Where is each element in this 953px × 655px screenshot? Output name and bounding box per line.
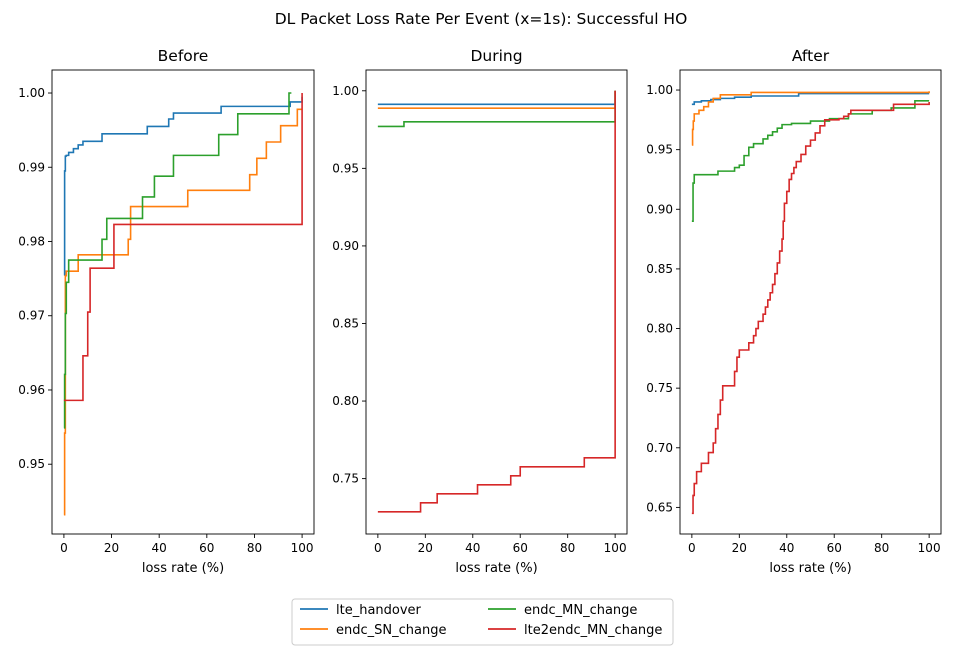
x-tick-label: 20 xyxy=(732,541,747,555)
x-tick-label: 40 xyxy=(465,541,480,555)
x-tick-label: 20 xyxy=(104,541,119,555)
series-line-lte2endc_MN_change xyxy=(63,93,303,402)
series-line-endc_MN_change xyxy=(691,99,930,223)
y-tick-label: 0.75 xyxy=(332,472,359,486)
subplot-title: During xyxy=(470,47,522,65)
series-line-lte_handover xyxy=(63,96,303,276)
y-tick-label: 1.00 xyxy=(332,84,359,98)
y-tick-label: 0.95 xyxy=(18,457,45,471)
y-tick-label: 0.97 xyxy=(18,309,45,323)
y-tick-label: 0.95 xyxy=(646,143,673,157)
subplot-after: After 0 20 40 60 80 100 0.65 0.70 0.75 0.80 0.85 0.9… xyxy=(646,47,942,576)
y-tick-label: 0.90 xyxy=(646,202,673,216)
y-tick-label: 0.80 xyxy=(646,322,673,336)
y-tick-label: 0.75 xyxy=(646,381,673,395)
subplots: Before 0 20 40 60 80 100 0.95 0.96 0.97 0.98 0.99 1.… xyxy=(18,47,942,576)
axes-frame xyxy=(51,69,315,535)
x-tick-label: 60 xyxy=(827,541,842,555)
y-tick-label: 0.99 xyxy=(18,160,45,174)
series-line-lte_handover xyxy=(377,90,616,106)
x-tick-label: 60 xyxy=(199,541,214,555)
series-line-endc_MN_change xyxy=(63,92,292,429)
y-tick-label: 0.65 xyxy=(646,500,673,514)
x-tick-label: 40 xyxy=(779,541,794,555)
series-line-endc_SN_change xyxy=(63,108,303,516)
subplot-before: Before 0 20 40 60 80 100 0.95 0.96 0.97 0.98 0.99 1.… xyxy=(18,47,315,576)
subplot-during: During 0 20 40 60 80 100 0.75 0.80 0.85 0.90 0.95 1.… xyxy=(332,47,628,576)
x-tick-label: 0 xyxy=(60,541,68,555)
y-tick-label: 1.00 xyxy=(18,86,45,100)
series-line-endc_SN_change xyxy=(691,91,930,146)
series-group xyxy=(63,92,303,516)
y-tick-label: 0.90 xyxy=(332,239,359,253)
legend-label-lte2endc_MN_change: lte2endc_MN_change xyxy=(524,623,662,638)
legend: lte_handover endc_SN_change endc_MN_change… xyxy=(291,598,674,646)
series-group xyxy=(377,90,616,513)
x-tick-label: 100 xyxy=(918,541,941,555)
x-tick-label: 100 xyxy=(604,541,627,555)
x-tick-label: 40 xyxy=(152,541,167,555)
y-tick-label: 0.95 xyxy=(332,161,359,175)
x-tick-label: 60 xyxy=(513,541,528,555)
y-tick-label: 1.00 xyxy=(646,83,673,97)
subplot-title: After xyxy=(792,47,830,65)
legend-label-endc_SN_change: endc_SN_change xyxy=(336,623,446,638)
x-tick-label: 80 xyxy=(247,541,262,555)
y-tick-label: 0.98 xyxy=(18,234,45,248)
subplot-title: Before xyxy=(158,47,209,65)
x-tick-label: 80 xyxy=(874,541,889,555)
y-tick-label: 0.70 xyxy=(646,441,673,455)
legend-box xyxy=(291,598,674,646)
series-group xyxy=(691,91,930,515)
x-tick-label: 100 xyxy=(291,541,314,555)
legend-label-lte_handover: lte_handover xyxy=(336,603,422,618)
axes-frame xyxy=(365,69,628,535)
x-axis-label: loss rate (%) xyxy=(142,561,224,576)
figure-title: DL Packet Loss Rate Per Event (x=1s): Su… xyxy=(275,10,688,28)
x-axis-label: loss rate (%) xyxy=(769,561,851,576)
y-tick-label: 0.85 xyxy=(646,262,673,276)
series-line-lte2endc_MN_change xyxy=(691,101,930,515)
x-tick-label: 0 xyxy=(688,541,696,555)
x-tick-label: 80 xyxy=(560,541,575,555)
series-line-lte2endc_MN_change xyxy=(377,90,616,513)
x-tick-label: 0 xyxy=(374,541,382,555)
y-tick-label: 0.85 xyxy=(332,316,359,330)
y-tick-label: 0.96 xyxy=(18,383,45,397)
x-tick-label: 20 xyxy=(418,541,433,555)
legend-label-endc_MN_change: endc_MN_change xyxy=(524,603,637,618)
y-tick-label: 0.80 xyxy=(332,394,359,408)
axes-frame xyxy=(679,69,942,535)
series-line-endc_SN_change xyxy=(377,90,616,109)
x-axis-label: loss rate (%) xyxy=(455,561,537,576)
